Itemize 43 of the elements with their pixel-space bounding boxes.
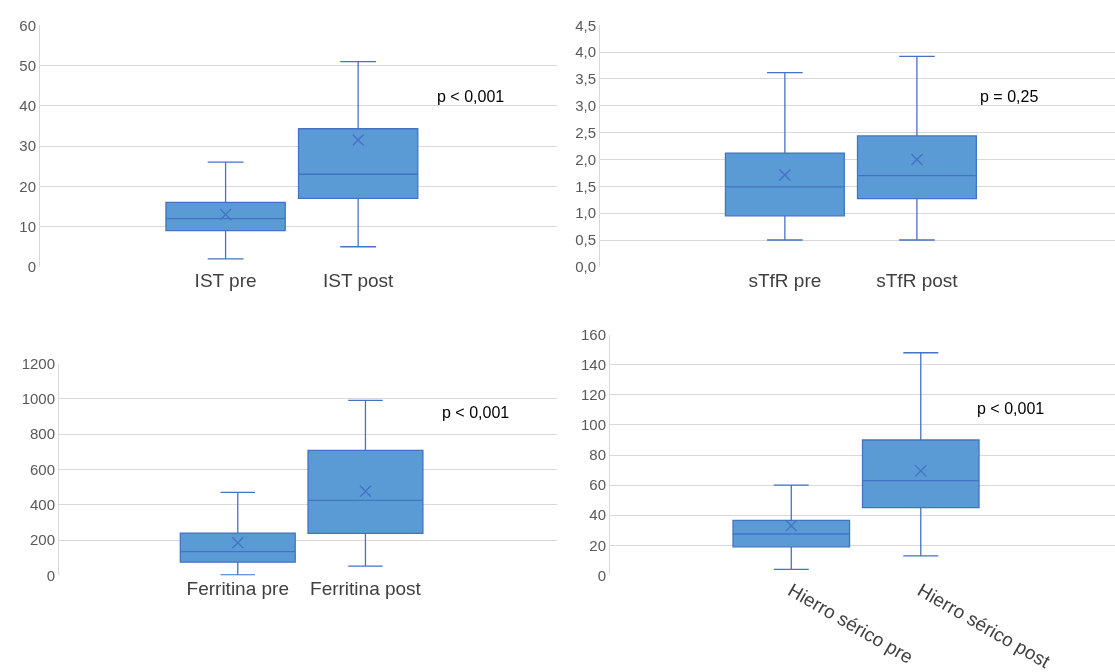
y-tick-label: 2,0 (575, 150, 596, 168)
y-tick-label: 1,5 (575, 177, 596, 195)
y-tick-label: 40 (589, 506, 606, 524)
y-tick-label: 160 (580, 325, 606, 343)
x-tick-label: IST pre (194, 269, 257, 291)
y-tick-label: 50 (19, 56, 36, 74)
y-tick-label: 80 (589, 446, 606, 464)
x-tick-label: Ferritina post (310, 578, 422, 600)
y-tick-label: 100 (580, 416, 606, 434)
y-tick-label: 200 (29, 531, 55, 549)
x-tick-label: sTfR pre (748, 269, 822, 291)
y-tick-label: 800 (29, 425, 55, 443)
x-tick-label: IST post (322, 269, 395, 291)
y-tick-label: 0 (46, 566, 55, 584)
y-tick-label: 140 (580, 356, 606, 374)
y-tick-label: 2,5 (575, 123, 596, 141)
y-tick-label: 60 (19, 16, 36, 34)
text: p < 0,001 (437, 88, 505, 105)
y-tick-label: 1000 (21, 390, 55, 408)
y-tick-label: 10 (19, 217, 36, 235)
annotation: p = 0,25 (980, 88, 1039, 105)
y-tick-label: 4,5 (575, 16, 596, 34)
y-tick-label: 1,0 (575, 204, 596, 222)
x-tick-label: sTfR post (876, 269, 959, 291)
y-tick-label: 4,0 (575, 43, 596, 61)
text: p < 0,001 (442, 404, 510, 421)
y-tick-label: 400 (29, 496, 55, 514)
y-tick-label: 40 (19, 97, 36, 115)
y-tick-label: 20 (589, 536, 606, 554)
y-tick-label: 120 (580, 386, 606, 404)
y-tick-label: 0 (27, 258, 36, 276)
y-tick-label: 60 (589, 476, 606, 494)
annotation: p < 0,001 (977, 400, 1045, 417)
y-tick-label: 0,0 (575, 258, 596, 276)
y-tick-label: 600 (29, 460, 55, 478)
y-tick-label: 3,5 (575, 70, 596, 88)
y-tick-label: 20 (19, 177, 36, 195)
y-tick-label: 30 (19, 137, 36, 155)
y-tick-label: 1200 (21, 354, 55, 372)
y-tick-label: 0,5 (575, 231, 596, 249)
y-tick-label: 3,0 (575, 97, 596, 115)
x-tick-label: Ferritina pre (186, 578, 289, 600)
y-tick-label: 0 (597, 566, 606, 584)
